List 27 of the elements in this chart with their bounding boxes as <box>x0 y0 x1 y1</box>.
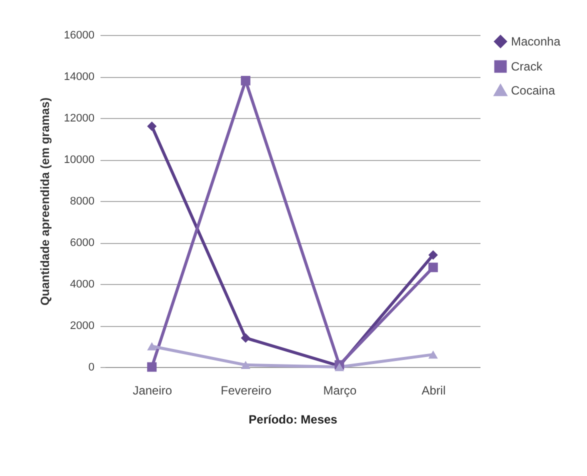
y-tick-label: 10000 <box>64 154 94 166</box>
x-tick-label: Janeiro <box>132 384 172 398</box>
point <box>240 360 250 370</box>
y-tick-label: 12000 <box>64 112 94 124</box>
point <box>240 76 250 86</box>
y-tick-label: 16000 <box>64 30 94 42</box>
point <box>147 362 157 372</box>
legend-label: Crack <box>511 60 544 74</box>
x-axis-title: Período: Meses <box>248 412 338 426</box>
legend-label: Maconha <box>511 34 561 48</box>
point <box>147 342 157 350</box>
y-tick-label: 2000 <box>70 320 94 332</box>
y-tick-label: 6000 <box>70 237 94 249</box>
y-axis-title: Quantidade apreendida (em gramas) <box>38 97 52 306</box>
point <box>428 350 438 359</box>
x-tick-label: Abril <box>422 384 446 398</box>
point <box>428 262 438 272</box>
legend-label: Cocaina <box>511 84 556 98</box>
point <box>428 250 438 260</box>
y-tick-label: 14000 <box>64 71 94 83</box>
x-tick-label: Março <box>323 384 357 398</box>
point <box>240 333 250 343</box>
y-tick-label: 4000 <box>70 278 94 290</box>
point <box>147 122 157 132</box>
y-tick-label: 8000 <box>70 196 94 208</box>
y-tick-label: 0 <box>88 362 94 374</box>
x-tick-label: Fevereiro <box>220 384 272 398</box>
